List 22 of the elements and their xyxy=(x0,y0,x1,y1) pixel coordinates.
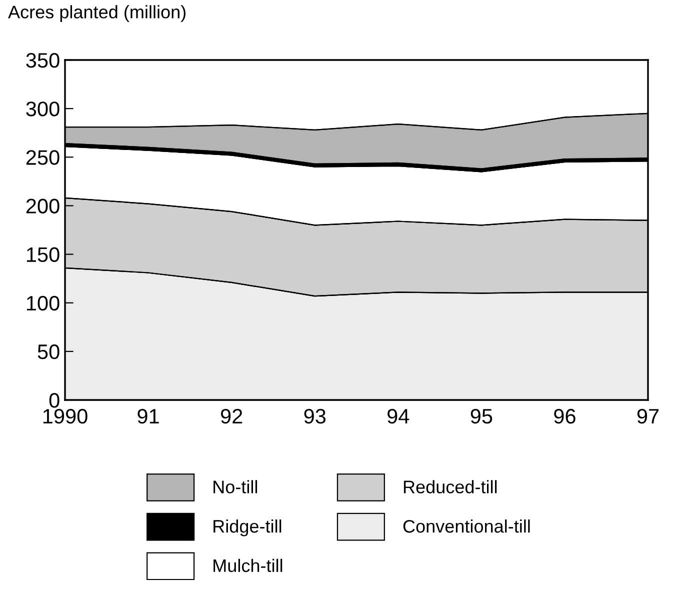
x-tick-label: 93 xyxy=(304,408,326,424)
legend-label: Ridge-till xyxy=(214,519,282,536)
legend-label: Conventional-till xyxy=(403,519,530,533)
legend-label: Reduced-till xyxy=(404,480,497,494)
y-tick-label: 300 xyxy=(26,102,60,116)
x-tick-label: 94 xyxy=(388,408,410,424)
y-tick-label: 200 xyxy=(26,198,60,214)
y-tick-label: 50 xyxy=(38,344,60,360)
y-tick-label: 100 xyxy=(26,296,60,311)
y-tick-label: 250 xyxy=(26,150,60,165)
y-tick-label: 0 xyxy=(49,393,60,408)
x-tick-label: 1990 xyxy=(43,408,88,424)
y-tick-label: 350 xyxy=(26,53,60,68)
x-tick-label: 91 xyxy=(138,408,159,424)
x-tick-label: 92 xyxy=(220,408,242,424)
legend-label: Mulch-till xyxy=(214,558,282,572)
y-axis-title: Acres planted (million) xyxy=(8,5,186,22)
x-tick-label: 95 xyxy=(470,408,492,424)
x-tick-label: 96 xyxy=(554,408,576,424)
legend-label: No-till xyxy=(214,480,258,494)
x-tick-label: 97 xyxy=(637,408,659,424)
y-tick-label: 150 xyxy=(26,247,60,262)
